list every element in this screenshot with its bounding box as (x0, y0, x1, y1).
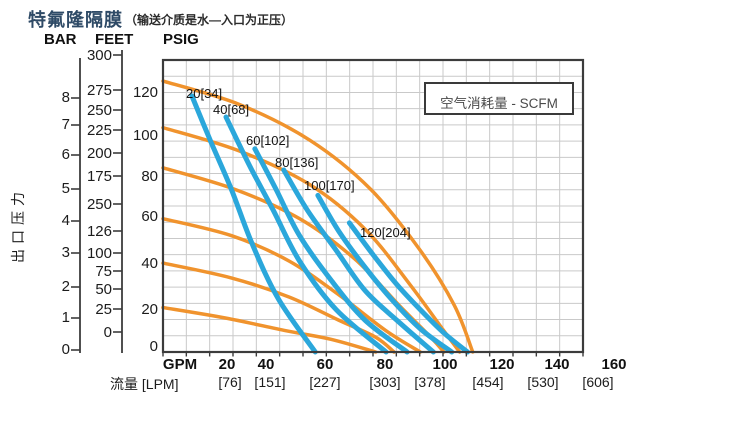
lpm-tick-label: [530] (527, 374, 559, 390)
bar-tick-label: 5 (61, 180, 70, 197)
lpm-tick-label: [454] (472, 374, 504, 390)
legend-label: 空气消耗量 - SCFM (440, 95, 558, 111)
lpm-tick-label: [303] (369, 374, 401, 390)
psig-tick-label: 80 (141, 168, 158, 185)
page-title: 特氟隆隔膜 (28, 10, 123, 30)
curve-label-20-34: 20[34] (186, 86, 223, 101)
feet-tick-label: 100 (86, 245, 112, 262)
curve-label-80-136: 80[136] (275, 155, 319, 170)
gpm-tick-label: 100 (432, 356, 458, 373)
gpm-tick-label: 80 (376, 356, 394, 373)
feet-tick-label: 250 (86, 196, 112, 213)
gpm-tick-label: 20 (218, 356, 236, 373)
feet-tick-label: 250 (86, 102, 112, 119)
page-subtitle: （输送介质是水—入口为正压） (125, 13, 294, 27)
bar-tick-label: 7 (61, 116, 70, 133)
y-axis-title: 出口压力 (10, 187, 26, 263)
bar-tick-label: 1 (61, 309, 70, 326)
curve-label-60-102: 60[102] (246, 133, 290, 148)
bar-tick-label: 0 (61, 341, 70, 358)
feet-tick-label: 75 (95, 263, 112, 280)
bar-tick-label: 4 (61, 212, 70, 229)
feet-tick-label: 300 (86, 47, 112, 64)
feet-tick-label: 200 (86, 145, 112, 162)
gpm-tick-label: 60 (316, 356, 334, 373)
feet-tick-label: 0 (103, 324, 112, 341)
legend-box: 空气消耗量 - SCFM (424, 82, 574, 115)
feet-tick-label: 25 (95, 301, 112, 318)
lpm-tick-label: [151] (254, 374, 286, 390)
curve-label-120-204: 120[204] (360, 225, 411, 240)
lpm-tick-label: [606] (582, 374, 614, 390)
gpm-tick-label: 160 (601, 356, 627, 373)
x-axis-unit-lpm: 流量 [LPM] (110, 376, 179, 392)
gpm-tick-label: 40 (257, 356, 275, 373)
gpm-tick-label: 140 (544, 356, 570, 373)
lpm-tick-label: [227] (309, 374, 341, 390)
unit-header-bar: BAR (44, 31, 77, 48)
lpm-tick-label: [378] (414, 374, 446, 390)
psig-tick-label: 60 (141, 208, 158, 225)
bar-tick-label: 6 (61, 146, 70, 163)
unit-header-feet: FEET (95, 31, 134, 48)
gpm-tick-label: 120 (489, 356, 515, 373)
feet-tick-label: 225 (86, 122, 112, 139)
bar-tick-label: 3 (61, 244, 70, 261)
psig-tick-label: 120 (132, 84, 158, 101)
curve-label-40-68: 40[68] (213, 102, 250, 117)
psig-tick-label: 40 (141, 255, 158, 272)
feet-tick-label: 126 (86, 223, 112, 240)
lpm-tick-label: [76] (218, 374, 242, 390)
psig-tick-label: 20 (141, 301, 158, 318)
bar-tick-label: 2 (61, 278, 70, 295)
psig-tick-label: 0 (149, 338, 158, 355)
feet-tick-label: 275 (86, 82, 112, 99)
x-axis-unit-gpm: GPM (162, 356, 198, 373)
feet-tick-label: 50 (95, 281, 112, 298)
bar-tick-label: 8 (61, 89, 70, 106)
curve-label-100-170: 100[170] (304, 178, 355, 193)
unit-header-psig: PSIG (163, 31, 199, 48)
feet-tick-label: 175 (86, 168, 112, 185)
psig-tick-label: 100 (132, 127, 158, 144)
